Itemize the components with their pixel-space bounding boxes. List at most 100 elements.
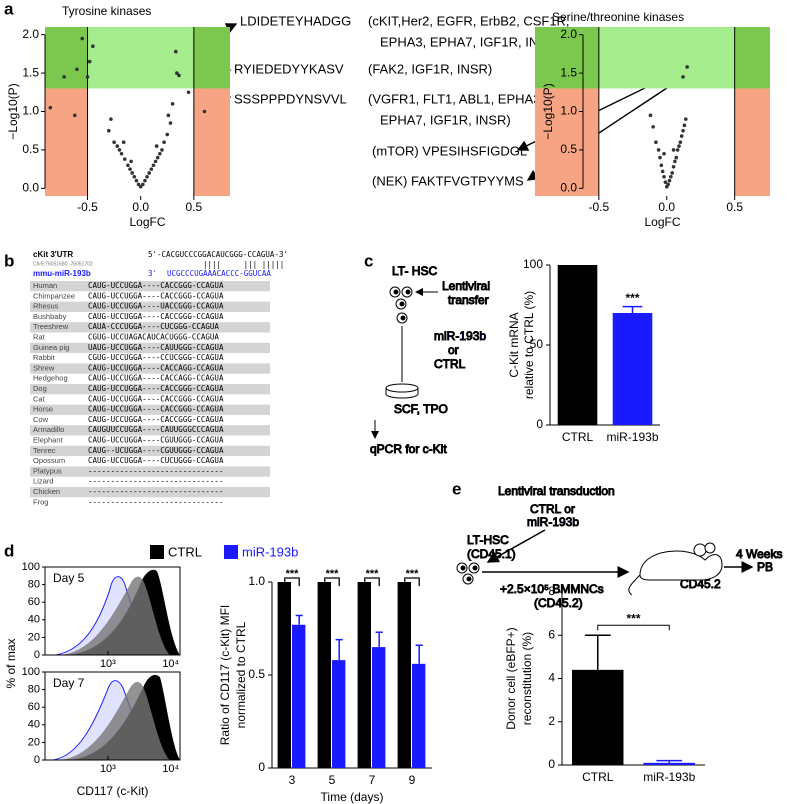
y-tick-label: 0.5 bbox=[22, 142, 39, 156]
text: or bbox=[448, 343, 459, 357]
peptide: SSSPPPDYNSVVL bbox=[234, 91, 347, 106]
sequence: CAUG-UCCUGGA----CGUUGGG-CCAGUA bbox=[88, 436, 224, 445]
point bbox=[658, 155, 662, 160]
bar bbox=[357, 582, 371, 768]
x-tick-label: 0.0 bbox=[132, 200, 149, 214]
species: Human bbox=[33, 281, 57, 290]
title: Tyrosine kinases bbox=[62, 4, 151, 18]
alignment: cKit 3'UTR 5'-CACGUCCCGGACAUCGGG-CCAGUA-… bbox=[33, 250, 288, 278]
y-tick-label: 0.5 bbox=[560, 142, 577, 156]
x-tick-label: -0.5 bbox=[589, 200, 610, 214]
sequence: UAUG-UCCUGGA----CAUUGGG-CCAGUA bbox=[88, 343, 224, 352]
y-tick-label: 20 bbox=[28, 631, 40, 643]
point bbox=[681, 128, 685, 133]
region bbox=[535, 27, 599, 89]
histogram-curves bbox=[54, 569, 180, 656]
y-label: −Log10(P) bbox=[541, 83, 555, 139]
y-label: normalized to CTRL bbox=[234, 621, 248, 728]
kinases: (cKIT,Her2, EGFR, ErbB2, CSF1R, bbox=[368, 13, 570, 28]
point bbox=[671, 165, 676, 169]
x-tick-label: 9 bbox=[409, 773, 416, 787]
bar bbox=[557, 265, 598, 425]
bar bbox=[317, 582, 331, 768]
bar bbox=[277, 582, 291, 768]
y-label: relative to CTRL (%) bbox=[522, 291, 536, 399]
sequence: CAUG-UCCUGGA----CACCAGG-CCAGUA bbox=[88, 374, 224, 383]
y-tick-label: 60 bbox=[28, 701, 40, 713]
y-tick-label: 0 bbox=[548, 757, 555, 771]
point bbox=[674, 155, 679, 160]
y-tick-label: 100 bbox=[22, 666, 40, 678]
point bbox=[112, 140, 116, 145]
point bbox=[654, 140, 658, 145]
text: CTRL or bbox=[530, 502, 575, 516]
point bbox=[162, 140, 166, 145]
point bbox=[48, 105, 53, 110]
y-tick-label: 0 bbox=[258, 760, 265, 774]
point bbox=[651, 125, 655, 129]
point bbox=[143, 178, 147, 183]
sequence: CAUGUUCCUGGA----CAUUGGGCCCAGUA bbox=[88, 425, 224, 434]
peptide: RYIEDEDYYKASV bbox=[234, 61, 344, 76]
panel-name: Day 5 bbox=[53, 571, 85, 585]
text: (CD45.2) bbox=[534, 596, 583, 610]
y-label: −Log10(P) bbox=[6, 83, 20, 139]
y-label: reconstitution (%) bbox=[520, 632, 534, 725]
point bbox=[136, 182, 141, 187]
point bbox=[666, 182, 670, 187]
x-label: CD117 (c-Kit) bbox=[77, 784, 149, 798]
text: LT-HSC bbox=[467, 533, 509, 547]
point bbox=[683, 117, 688, 121]
point bbox=[138, 184, 143, 189]
point bbox=[663, 180, 668, 184]
peptide: (mTOR) VPESIHSFIGDGL bbox=[372, 143, 527, 158]
sequence: CAUG-UCCUGGA----CACCGGG-CCAGUA bbox=[88, 405, 224, 414]
title: Serine/threonine kinases bbox=[552, 10, 684, 24]
significance-bracket bbox=[404, 577, 420, 586]
point bbox=[670, 171, 674, 175]
point bbox=[675, 148, 680, 152]
frame bbox=[44, 671, 181, 761]
y-tick-label: 0.0 bbox=[22, 180, 39, 194]
y-tick-label: 0.5 bbox=[248, 667, 265, 681]
peptide: (NEK) FAKTFVGTPYYMS bbox=[372, 173, 524, 188]
point bbox=[170, 102, 175, 106]
y-tick-label: 2.0 bbox=[560, 27, 577, 41]
point bbox=[147, 171, 151, 175]
bar bbox=[292, 624, 306, 768]
y-label: Donor cell (eBFP+) bbox=[504, 627, 518, 729]
legend-swatch bbox=[150, 545, 164, 559]
point bbox=[126, 163, 130, 168]
sequence: CAUG-UCCUGGA----CACCGGG-CCAGUA bbox=[88, 384, 224, 393]
sequence: CGUG-UCCUGGA----CCUCGGG-CCAGUA bbox=[88, 353, 224, 362]
y-tick-label: 2 bbox=[548, 714, 555, 728]
row-bg bbox=[30, 301, 270, 312]
y-tick-label: 0 bbox=[34, 754, 40, 766]
sequence: ------------------------------ bbox=[88, 466, 223, 475]
y-tick-label: 0 bbox=[34, 649, 40, 661]
text: +2.5×10⁵ BMMNCs bbox=[500, 582, 604, 596]
panel-label: d bbox=[4, 541, 14, 560]
x-label: Time (days) bbox=[321, 790, 384, 804]
y-tick-label: 100 bbox=[22, 561, 40, 573]
bar bbox=[412, 663, 426, 768]
row-bg bbox=[30, 404, 270, 415]
point bbox=[91, 44, 95, 49]
species: Chimpanzee bbox=[33, 291, 75, 300]
legend-label: CTRL bbox=[168, 544, 202, 559]
species: Rat bbox=[33, 332, 46, 341]
x-label: LogFC bbox=[129, 215, 165, 229]
significance-bracket bbox=[324, 577, 340, 586]
kinases: (VGFR1, FLT1, ABL1, EPHA3, bbox=[368, 91, 544, 106]
point bbox=[202, 109, 207, 114]
point bbox=[87, 59, 92, 64]
point bbox=[75, 67, 79, 72]
x-tick-label: CTRL bbox=[582, 770, 614, 784]
y-tick-label: 40 bbox=[28, 614, 40, 626]
y-label: C-Kit mRNA bbox=[507, 312, 521, 377]
region bbox=[535, 88, 599, 196]
coords: Chr5:76051680 -76051702 bbox=[33, 261, 93, 267]
x-tick-label: 10⁴ bbox=[162, 763, 179, 775]
sequence: CAUG-UCCUGGA----CACCGGG-CCAGUA bbox=[88, 394, 224, 403]
panel-label: c bbox=[364, 251, 373, 270]
